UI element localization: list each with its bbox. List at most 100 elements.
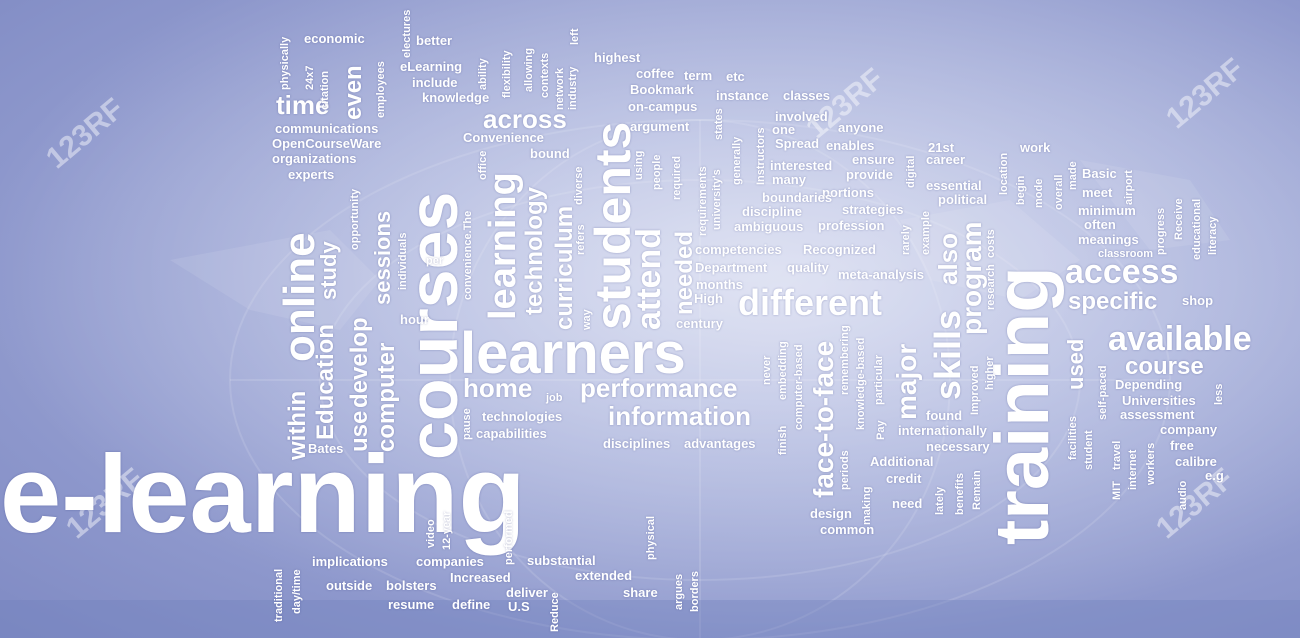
word: literacy: [1207, 216, 1219, 255]
word: research: [985, 264, 997, 310]
word: job: [546, 392, 563, 404]
word: knowledge: [422, 90, 490, 105]
word: design: [810, 506, 852, 521]
word: within: [284, 390, 311, 460]
word: begin: [1015, 175, 1027, 205]
word: access: [1065, 253, 1179, 291]
word: learning: [482, 172, 524, 320]
word: Spread: [775, 136, 820, 151]
word: performed: [503, 510, 515, 565]
word: Department: [695, 260, 768, 275]
word: discipline: [742, 204, 802, 219]
word: High: [694, 291, 723, 306]
word: instance: [716, 88, 769, 103]
word: better: [416, 33, 453, 48]
word: location: [998, 152, 1010, 195]
word: Improved: [969, 365, 981, 415]
word: attend: [630, 228, 668, 330]
word: advantages: [684, 436, 756, 451]
word: student: [1083, 430, 1095, 470]
word: employees: [375, 61, 387, 118]
word: Pay: [875, 420, 887, 440]
word: capabilities: [476, 426, 547, 441]
word: experts: [288, 167, 335, 182]
word: finish: [777, 425, 789, 455]
word: on-campus: [628, 99, 698, 114]
word: classes: [783, 88, 830, 103]
word: pause: [461, 408, 473, 440]
word: company: [1160, 422, 1218, 437]
word: develop: [346, 317, 373, 408]
word: 21st: [928, 140, 955, 155]
word: e-learning: [0, 433, 526, 556]
word: MIT: [1111, 481, 1123, 500]
word: Universities: [1122, 393, 1196, 408]
word: curriculum: [551, 205, 578, 330]
word: made: [1067, 161, 1079, 190]
word: competencies: [695, 242, 782, 257]
word: found: [926, 408, 963, 423]
word: less: [1213, 383, 1225, 405]
word: course: [1125, 353, 1204, 380]
word: Instructors: [755, 127, 767, 185]
word: classroom: [1098, 248, 1154, 260]
word: Basic: [1082, 166, 1117, 181]
word: across: [483, 104, 567, 134]
word: communications: [275, 121, 379, 136]
word: bound: [530, 146, 570, 161]
word: boundaries: [762, 190, 833, 205]
word: argues: [673, 573, 685, 610]
word: time: [276, 90, 330, 120]
word: use: [346, 410, 373, 452]
word: Education: [312, 323, 339, 440]
word: traditional: [273, 568, 285, 622]
word: making: [861, 486, 873, 525]
word: allowing: [523, 48, 535, 92]
word: remembering: [839, 325, 851, 395]
word: way: [581, 309, 593, 330]
word: deliver: [506, 585, 548, 600]
word: example: [920, 210, 932, 255]
word: facilities: [1067, 415, 1079, 460]
word: never: [761, 355, 773, 385]
word: technologies: [482, 409, 563, 424]
word: Remain: [971, 470, 983, 510]
word: university's: [711, 169, 723, 230]
word: resume: [388, 597, 435, 612]
word: enables: [826, 138, 875, 153]
word: Reduce: [549, 592, 561, 632]
word: requirements: [697, 166, 709, 236]
word: e.g: [1205, 468, 1224, 483]
word: disciplines: [603, 436, 671, 451]
word: different: [738, 282, 882, 323]
word: provide: [846, 167, 893, 182]
word: meta-analysis: [838, 267, 924, 282]
word: term: [684, 68, 713, 83]
word: per: [426, 255, 444, 267]
word: study: [316, 241, 341, 300]
word: assessment: [1120, 407, 1195, 422]
word: define: [452, 597, 491, 612]
word: technology: [521, 186, 548, 315]
word: one: [772, 122, 796, 137]
word: Bookmark: [630, 82, 694, 97]
word: overall: [1053, 174, 1065, 210]
word: substantial: [527, 553, 596, 568]
word: learners: [460, 321, 686, 386]
word: minimum: [1078, 203, 1136, 218]
word: argument: [630, 119, 690, 134]
word: digital: [905, 155, 917, 188]
word: necessary: [926, 439, 990, 454]
word: Increased: [450, 570, 511, 585]
word: available: [1108, 320, 1252, 358]
word: highest: [594, 50, 641, 65]
word: specific: [1068, 288, 1158, 315]
word: self-paced: [1097, 365, 1109, 420]
word: ensure: [852, 152, 895, 167]
word: Receive: [1173, 198, 1185, 240]
word: electures: [401, 9, 413, 58]
word: organizations: [272, 151, 357, 166]
word: periods: [839, 450, 851, 490]
word: costs: [985, 229, 997, 258]
